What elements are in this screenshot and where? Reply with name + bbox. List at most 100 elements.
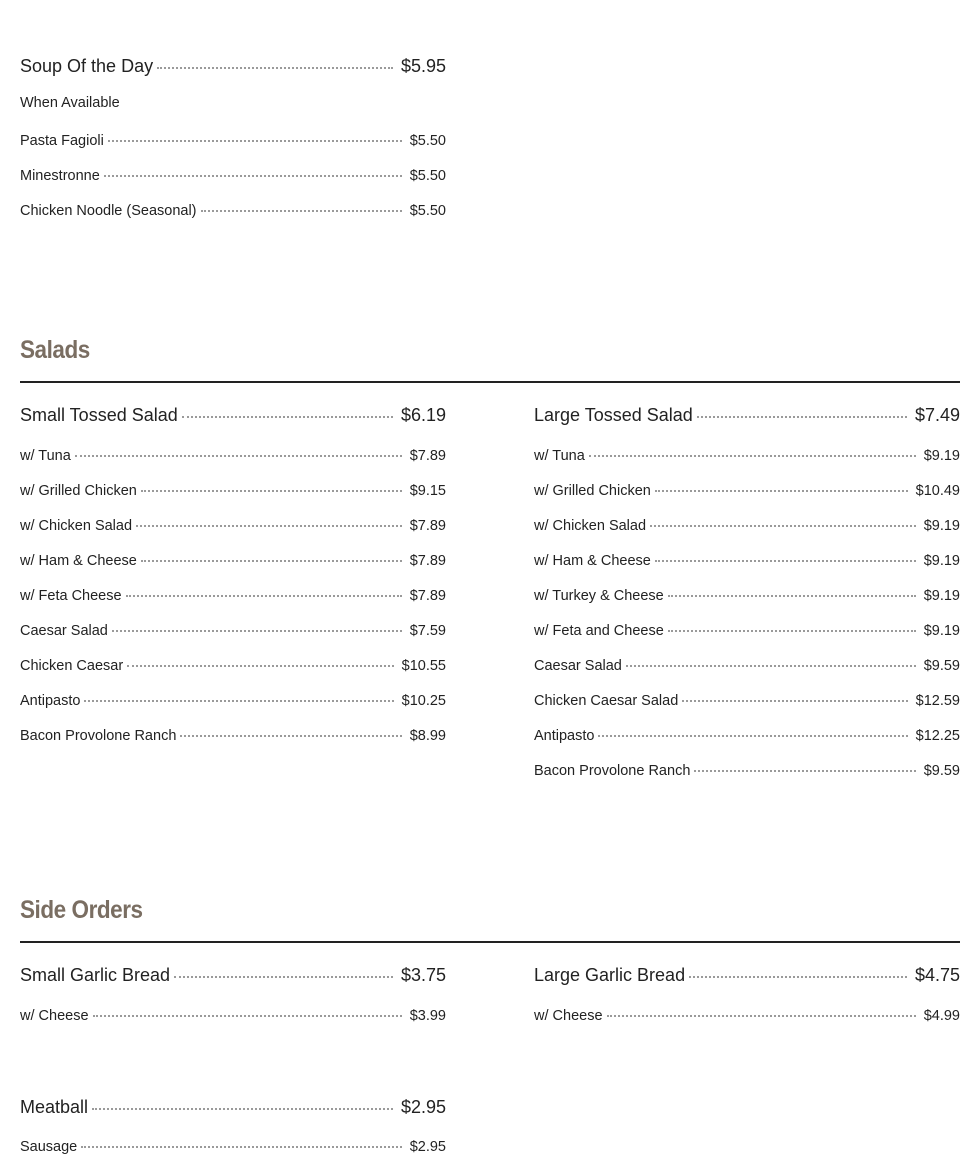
dotted-leader bbox=[174, 976, 393, 978]
item-price: $5.95 bbox=[400, 56, 446, 76]
item-name: Antipasto bbox=[20, 693, 81, 709]
item-name: Chicken Caesar bbox=[20, 658, 124, 674]
item-price: $12.59 bbox=[915, 693, 960, 709]
item-name: w/ Ham & Cheese bbox=[534, 553, 651, 569]
item-name: w/ Cheese bbox=[20, 1008, 89, 1024]
dotted-leader bbox=[200, 210, 402, 212]
dotted-leader bbox=[107, 140, 402, 142]
item-price: $8.99 bbox=[409, 728, 446, 744]
dotted-leader bbox=[667, 630, 916, 632]
dotted-leader bbox=[606, 1015, 916, 1017]
item-price: $10.55 bbox=[401, 658, 446, 674]
menu-item: Chicken Noodle (Seasonal) $5.50 bbox=[20, 203, 446, 221]
item-price: $5.50 bbox=[409, 203, 446, 219]
section-divider bbox=[20, 941, 960, 943]
item-price: $7.59 bbox=[409, 623, 446, 639]
item-name: Large Tossed Salad bbox=[534, 405, 693, 425]
dotted-leader bbox=[136, 525, 402, 527]
menu-item: Pasta Fagioli $5.50 bbox=[20, 133, 446, 151]
item-price: $9.59 bbox=[923, 763, 960, 779]
item-name: w/ Tuna bbox=[534, 448, 585, 464]
dotted-leader bbox=[650, 525, 916, 527]
item-name: w/ Tuna bbox=[20, 448, 71, 464]
dotted-leader bbox=[180, 735, 402, 737]
dotted-leader bbox=[654, 490, 908, 492]
item-name: w/ Chicken Salad bbox=[534, 518, 647, 534]
item-price: $2.95 bbox=[400, 1097, 446, 1117]
menu-item: w/ Feta and Cheese $9.19 bbox=[534, 623, 960, 641]
item-price: $7.89 bbox=[409, 553, 446, 569]
item-name: w/ Feta Cheese bbox=[20, 588, 122, 604]
dotted-leader bbox=[92, 1015, 402, 1017]
item-price: $7.89 bbox=[409, 588, 446, 604]
item-name: Pasta Fagioli bbox=[20, 133, 104, 149]
item-name: w/ Ham & Cheese bbox=[20, 553, 137, 569]
menu-item: w/ Tuna $9.19 bbox=[534, 448, 960, 466]
item-price: $9.59 bbox=[923, 658, 960, 674]
menu-item: w/ Turkey & Cheese $9.19 bbox=[534, 588, 960, 606]
item-price: $9.15 bbox=[409, 483, 446, 499]
menu-item-main: Meatball $2.95 bbox=[20, 1097, 446, 1119]
menu-item: Chicken Caesar $10.55 bbox=[20, 658, 446, 676]
item-name: Meatball bbox=[20, 1097, 89, 1117]
dotted-leader bbox=[696, 416, 907, 418]
item-price: $9.19 bbox=[923, 553, 960, 569]
item-price: $4.75 bbox=[914, 965, 960, 985]
menu-item-main: Large Tossed Salad $7.49 bbox=[534, 405, 960, 427]
item-name: Bacon Provolone Ranch bbox=[20, 728, 177, 744]
item-price: $7.89 bbox=[409, 518, 446, 534]
item-name: Soup Of the Day bbox=[20, 56, 154, 76]
dotted-leader bbox=[127, 665, 394, 667]
item-price: $6.19 bbox=[400, 405, 446, 425]
dotted-leader bbox=[140, 560, 402, 562]
item-price: $9.19 bbox=[923, 623, 960, 639]
item-price: $7.89 bbox=[409, 448, 446, 464]
dotted-leader bbox=[140, 490, 402, 492]
dotted-leader bbox=[588, 455, 916, 457]
item-name: Caesar Salad bbox=[534, 658, 622, 674]
menu-item-main: Small Garlic Bread $3.75 bbox=[20, 965, 446, 987]
menu-item: w/ Chicken Salad $7.89 bbox=[20, 518, 446, 536]
dotted-leader bbox=[92, 1108, 393, 1110]
dotted-leader bbox=[682, 700, 908, 702]
dotted-leader bbox=[157, 67, 393, 69]
item-name: Small Tossed Salad bbox=[20, 405, 178, 425]
item-price: $5.50 bbox=[409, 133, 446, 149]
item-name: Bacon Provolone Ranch bbox=[534, 763, 691, 779]
menu-item: Sausage $2.95 bbox=[20, 1139, 446, 1157]
item-price: $7.49 bbox=[914, 405, 960, 425]
item-name: Caesar Salad bbox=[20, 623, 108, 639]
menu-item: w/ Ham & Cheese $9.19 bbox=[534, 553, 960, 571]
menu-item-main: Large Garlic Bread $4.75 bbox=[534, 965, 960, 987]
item-name: Minestronne bbox=[20, 168, 100, 184]
item-price: $10.25 bbox=[401, 693, 446, 709]
item-name: Small Garlic Bread bbox=[20, 965, 171, 985]
menu-item: w/ Cheese $3.99 bbox=[20, 1008, 446, 1026]
menu-item: Minestronne $5.50 bbox=[20, 168, 446, 186]
menu-item: Chicken Caesar Salad $12.59 bbox=[534, 693, 960, 711]
menu-item: Bacon Provolone Ranch $9.59 bbox=[534, 763, 960, 781]
item-name: w/ Grilled Chicken bbox=[534, 483, 651, 499]
item-price: $4.99 bbox=[923, 1008, 960, 1024]
item-price: $5.50 bbox=[409, 168, 446, 184]
item-name: w/ Turkey & Cheese bbox=[534, 588, 664, 604]
item-name: w/ Cheese bbox=[534, 1008, 603, 1024]
section-divider bbox=[20, 381, 960, 383]
item-name: w/ Grilled Chicken bbox=[20, 483, 137, 499]
menu-item: w/ Grilled Chicken $9.15 bbox=[20, 483, 446, 501]
menu-item: w/ Ham & Cheese $7.89 bbox=[20, 553, 446, 571]
dotted-leader bbox=[625, 665, 916, 667]
item-name: Antipasto bbox=[534, 728, 595, 744]
item-price: $12.25 bbox=[915, 728, 960, 744]
menu-item: Bacon Provolone Ranch $8.99 bbox=[20, 728, 446, 746]
item-name: w/ Feta and Cheese bbox=[534, 623, 664, 639]
item-price: $9.19 bbox=[923, 448, 960, 464]
item-name: Sausage bbox=[20, 1139, 78, 1155]
item-price: $9.19 bbox=[923, 588, 960, 604]
menu-item: Caesar Salad $9.59 bbox=[534, 658, 960, 676]
item-name: Chicken Caesar Salad bbox=[534, 693, 679, 709]
dotted-leader bbox=[81, 1146, 402, 1148]
dotted-leader bbox=[181, 416, 393, 418]
section-heading-side-orders: Side Orders bbox=[20, 896, 143, 924]
menu-item: w/ Tuna $7.89 bbox=[20, 448, 446, 466]
